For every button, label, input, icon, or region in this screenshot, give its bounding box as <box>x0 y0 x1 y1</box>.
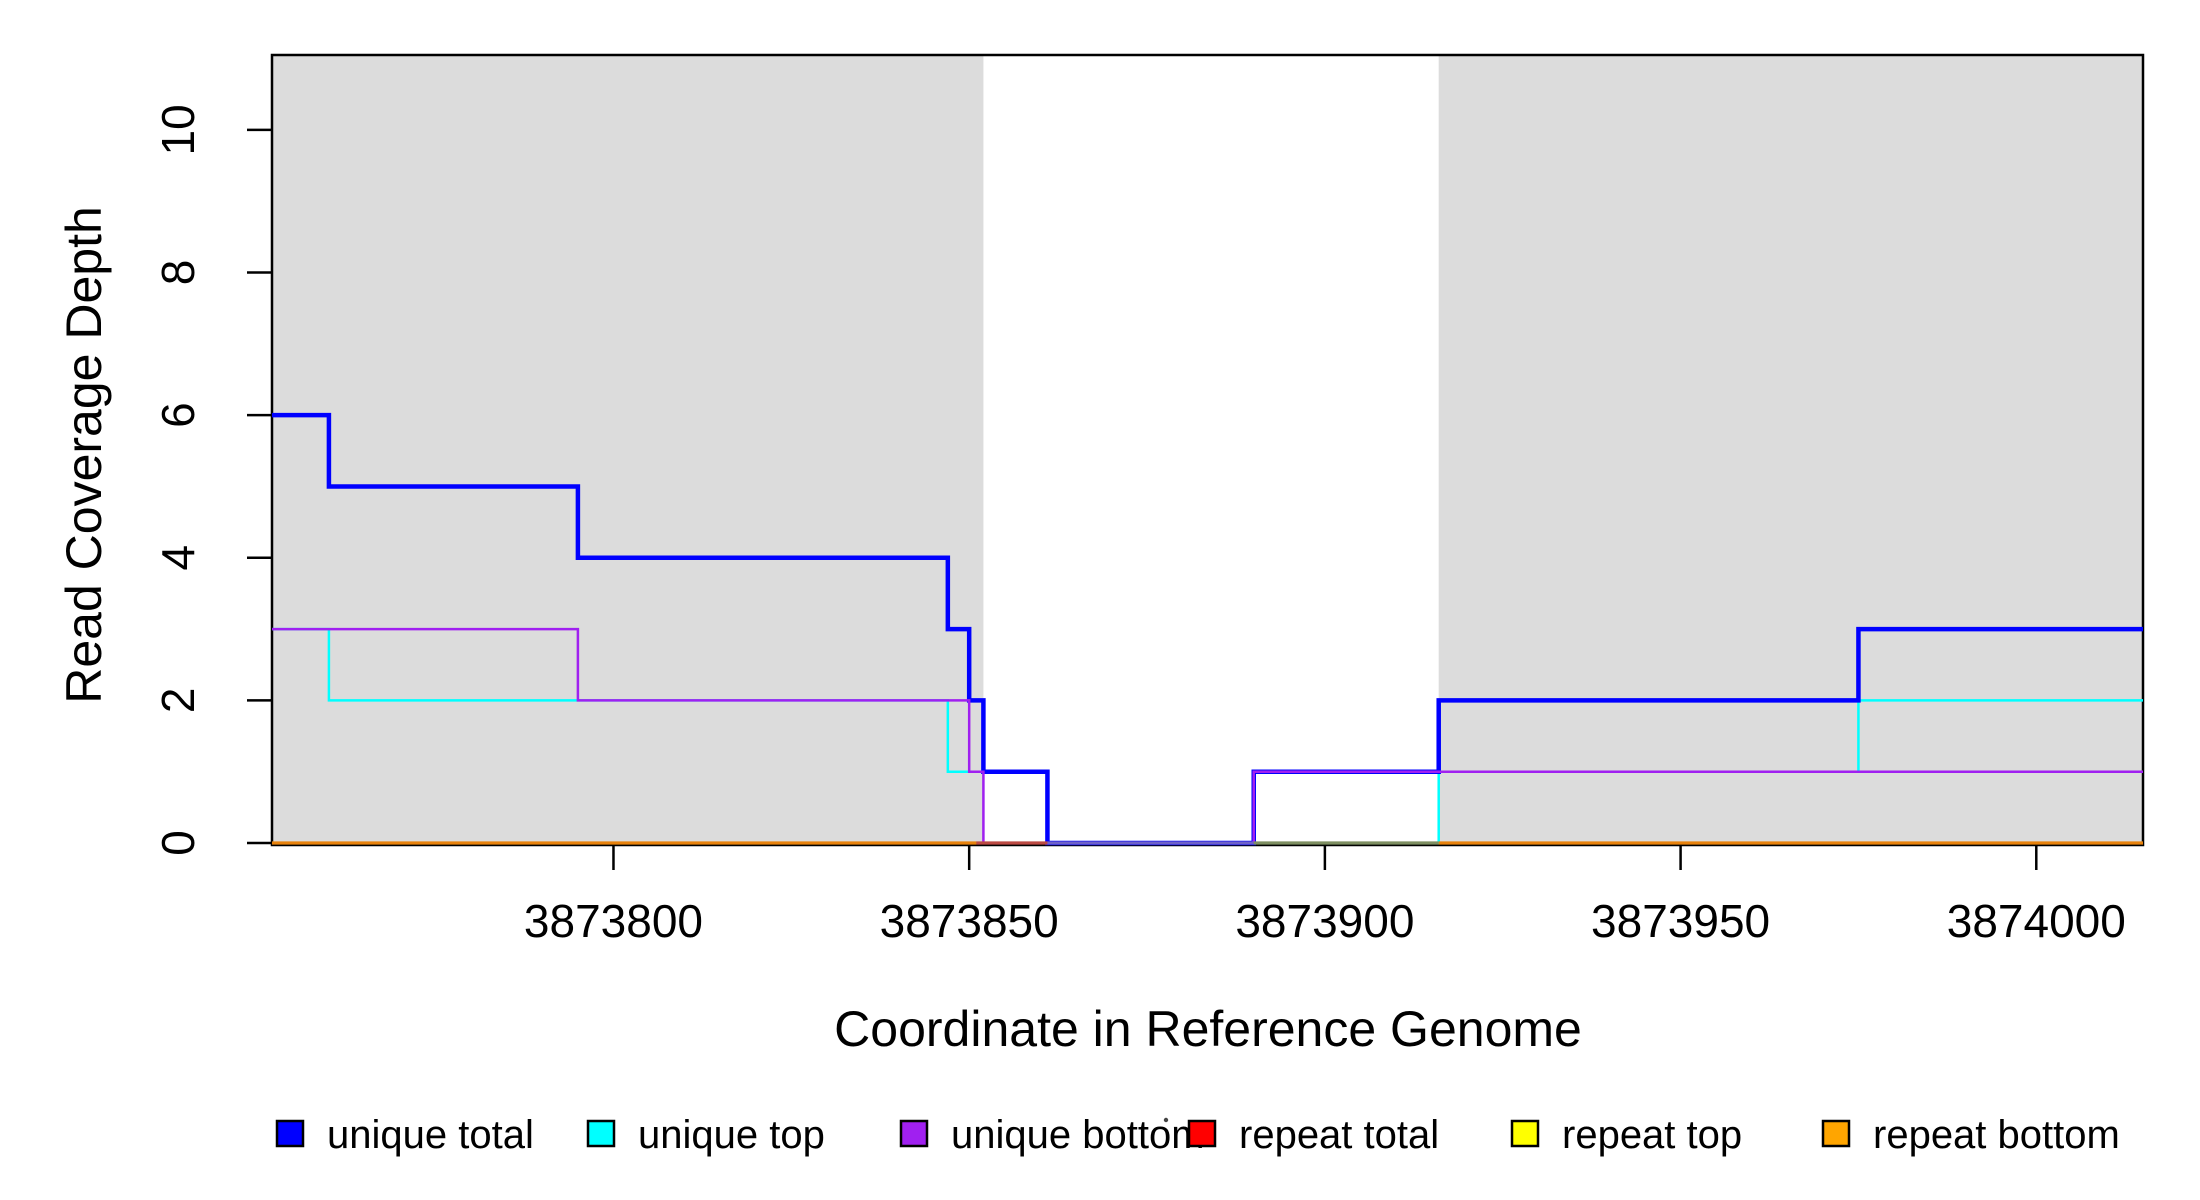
annotations-layer <box>1163 1117 1169 1123</box>
legend: unique total unique top unique bottom repea… <box>275 1113 2120 1157</box>
legend-label-repeat-bottom: repeat bottom <box>1873 1113 2120 1157</box>
x-tick-label: 3874000 <box>1947 895 2126 947</box>
legend-label-unique-bottom: unique bottom <box>951 1113 1205 1157</box>
legend-label-repeat-top: repeat top <box>1562 1113 1742 1157</box>
y-tick-label: 8 <box>152 260 204 286</box>
series-line-unique-bottom <box>272 627 2143 845</box>
x-tick-label: 3873800 <box>524 895 703 947</box>
y-tick-label: 2 <box>152 688 204 714</box>
x-axis-title: Coordinate in Reference Genome <box>834 1001 1582 1057</box>
legend-swatch-unique-total <box>275 1119 305 1148</box>
legend-swatch-repeat-bottom <box>1821 1119 1851 1148</box>
legend-swatch-unique-top <box>586 1119 616 1148</box>
y-tick-label: 10 <box>152 104 204 155</box>
y-tick-label: 6 <box>152 402 204 428</box>
x-tick-label: 3873850 <box>880 895 1059 947</box>
legend-swatch-repeat-top <box>1510 1119 1540 1148</box>
stray-dot-mark <box>1163 1117 1169 1123</box>
shaded-region <box>272 56 984 844</box>
y-axis-title: Read Coverage Depth <box>56 206 112 704</box>
axis-ticks-layer <box>247 128 2038 870</box>
legend-swatch-repeat-total <box>1187 1119 1217 1148</box>
legend-label-repeat-total: repeat total <box>1239 1113 1439 1157</box>
tick-labels-layer: 3873800 3873850 3873900 3873950 3874000 0 2 4 6 8… <box>152 104 2126 947</box>
series-line-unique-total <box>272 412 2143 846</box>
shaded-region <box>1438 56 2143 844</box>
legend-swatch-unique-bottom <box>899 1119 929 1148</box>
legend-label-unique-total: unique total <box>327 1113 534 1157</box>
y-tick-label: 4 <box>152 545 204 571</box>
x-tick-label: 3873900 <box>1235 895 1414 947</box>
y-tick-label: 0 <box>152 830 204 856</box>
shaded-regions-layer <box>272 56 2143 844</box>
legend-label-unique-top: unique top <box>638 1113 825 1157</box>
x-tick-label: 3873950 <box>1591 895 1770 947</box>
